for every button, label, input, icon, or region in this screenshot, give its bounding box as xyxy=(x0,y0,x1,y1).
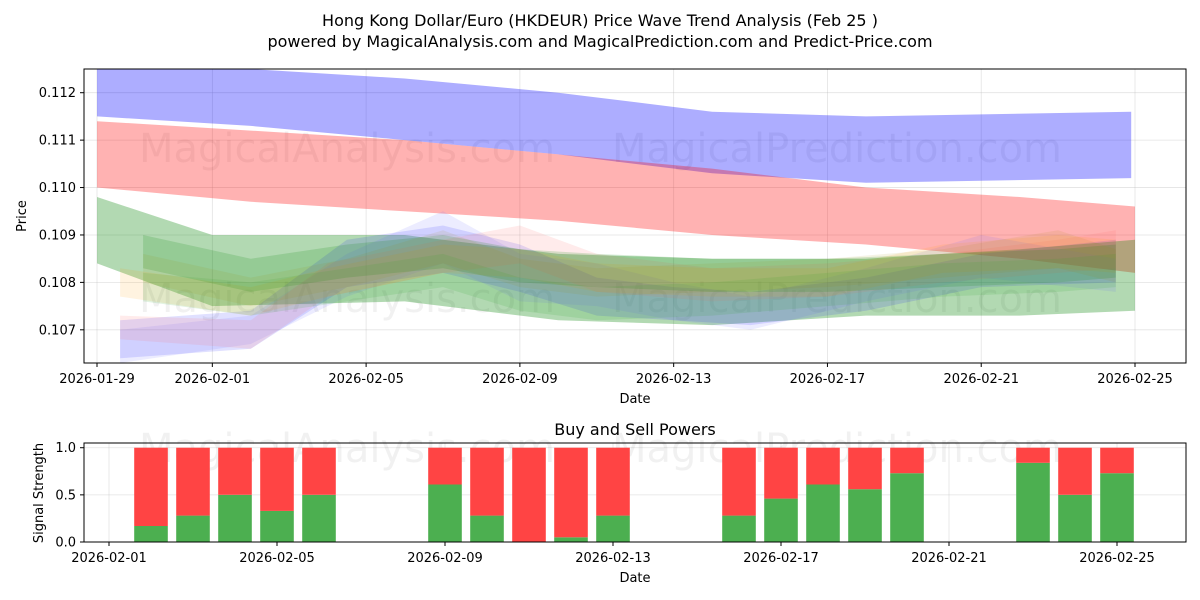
price-x-tick-label: 2026-02-13 xyxy=(636,372,712,387)
sell-bar xyxy=(1016,447,1050,463)
sell-bar xyxy=(596,447,630,516)
price-y-ticks: 0.107 0.108 0.109 0.110 0.111 0.112 xyxy=(39,86,84,338)
chart-title: Hong Kong Dollar/Euro (HKDEUR) Price Wav… xyxy=(322,11,878,30)
buy-bar xyxy=(764,498,798,542)
sell-bar xyxy=(428,447,462,485)
price-x-tick-label: 2026-02-17 xyxy=(790,372,866,387)
price-y-tick-label: 0.107 xyxy=(39,323,76,338)
price-band-pink-wave xyxy=(120,225,1116,349)
sell-bar xyxy=(512,447,546,542)
signal-x-tick-label: 2026-02-09 xyxy=(407,551,483,566)
buy-bar xyxy=(218,494,252,542)
price-y-tick-label: 0.110 xyxy=(39,181,76,196)
signal-chart: Buy and Sell Powers MagicalAnalysis.com … xyxy=(32,420,1187,586)
buy-bar xyxy=(176,515,210,542)
buy-bar xyxy=(1058,494,1092,542)
watermark-analysis-top: MagicalAnalysis.com xyxy=(139,126,555,172)
signal-bars xyxy=(134,447,1134,542)
price-plot-frame xyxy=(83,68,1187,364)
price-band-green-wave-2 xyxy=(143,253,1116,321)
buy-bar xyxy=(302,494,336,542)
buy-bar xyxy=(806,484,840,542)
sell-bar xyxy=(806,447,840,485)
buy-bar xyxy=(554,537,588,542)
price-band-green-lower-channel xyxy=(97,197,1135,326)
price-y-axis-label: Price xyxy=(15,200,30,232)
buy-bar xyxy=(1016,462,1050,542)
signal-x-tick-label: 2026-02-01 xyxy=(71,551,147,566)
watermark-prediction-mid: MagicalPrediction.com xyxy=(612,276,1062,322)
sell-bar xyxy=(1100,447,1134,474)
price-band-orange-wave xyxy=(120,235,1116,316)
sell-bar xyxy=(764,447,798,499)
watermark-prediction-top: MagicalPrediction.com xyxy=(612,126,1062,172)
sell-bar xyxy=(1058,447,1092,495)
sell-bar xyxy=(134,447,168,526)
price-y-tick-label: 0.109 xyxy=(39,228,76,243)
signal-y-tick-label: 0.0 xyxy=(55,536,76,551)
signal-x-tick-label: 2026-02-13 xyxy=(575,551,651,566)
buy-bar xyxy=(428,484,462,542)
buy-bar xyxy=(134,526,168,542)
price-band-blue-wave-1 xyxy=(120,225,1116,359)
price-x-tick-label: 2026-02-01 xyxy=(175,372,251,387)
price-bands xyxy=(97,69,1135,363)
price-gridlines xyxy=(84,69,1186,363)
price-band-blue-wave-2 xyxy=(120,211,1116,363)
signal-y-tick-label: 1.0 xyxy=(55,441,76,456)
chart-subtitle: powered by MagicalAnalysis.com and Magic… xyxy=(267,32,932,51)
price-band-red-channel xyxy=(97,121,1135,273)
price-y-tick-label: 0.108 xyxy=(39,276,76,291)
sell-bar xyxy=(722,447,756,516)
sell-bar xyxy=(554,447,588,538)
sell-bar xyxy=(890,447,924,474)
sell-bar xyxy=(260,447,294,511)
price-x-tick-label: 2026-02-25 xyxy=(1097,372,1173,387)
signal-x-tick-label: 2026-02-25 xyxy=(1079,551,1155,566)
buy-bar xyxy=(260,510,294,542)
sell-bar xyxy=(218,447,252,495)
signal-y-ticks: 0.0 0.5 1.0 xyxy=(55,441,84,551)
buy-bar xyxy=(596,515,630,542)
sell-bar xyxy=(302,447,336,495)
signal-y-axis-label: Signal Strength xyxy=(32,443,47,543)
sell-bar xyxy=(176,447,210,516)
price-y-tick-label: 0.112 xyxy=(39,86,76,101)
signal-x-axis-label: Date xyxy=(619,571,650,586)
signal-x-ticks: 2026-02-01 2026-02-05 2026-02-09 2026-02-13… xyxy=(71,542,1155,566)
sell-bar xyxy=(848,447,882,490)
signal-y-tick-label: 0.5 xyxy=(55,488,76,503)
price-x-axis-label: Date xyxy=(619,392,650,407)
price-band-olive-wave xyxy=(143,230,1116,307)
price-band-blue-upper-channel xyxy=(97,69,1132,183)
price-y-tick-label: 0.111 xyxy=(39,134,76,149)
price-x-tick-label: 2026-02-05 xyxy=(328,372,404,387)
price-x-ticks: 2026-01-29 2026-02-01 2026-02-05 2026-02-09… xyxy=(59,363,1173,387)
price-band-green-wave-1 xyxy=(143,235,1116,292)
signal-x-tick-label: 2026-02-21 xyxy=(911,551,987,566)
signal-plot-frame xyxy=(83,442,1187,543)
buy-bar xyxy=(1100,473,1134,542)
buy-bar xyxy=(848,489,882,542)
buy-bar xyxy=(470,515,504,542)
price-chart: MagicalAnalysis.com MagicalPrediction.co… xyxy=(15,68,1187,407)
price-plot-area xyxy=(84,69,1186,363)
signal-x-tick-label: 2026-02-17 xyxy=(743,551,819,566)
buy-bar xyxy=(722,515,756,542)
price-x-tick-label: 2026-02-21 xyxy=(943,372,1019,387)
buy-bar xyxy=(890,473,924,542)
signal-chart-title: Buy and Sell Powers xyxy=(554,420,716,439)
watermark-analysis-mid: MagicalAnalysis.com xyxy=(139,276,555,322)
price-x-tick-label: 2026-02-09 xyxy=(482,372,558,387)
signal-x-tick-label: 2026-02-05 xyxy=(239,551,315,566)
sell-bar xyxy=(470,447,504,516)
price-x-tick-label: 2026-01-29 xyxy=(59,372,135,387)
